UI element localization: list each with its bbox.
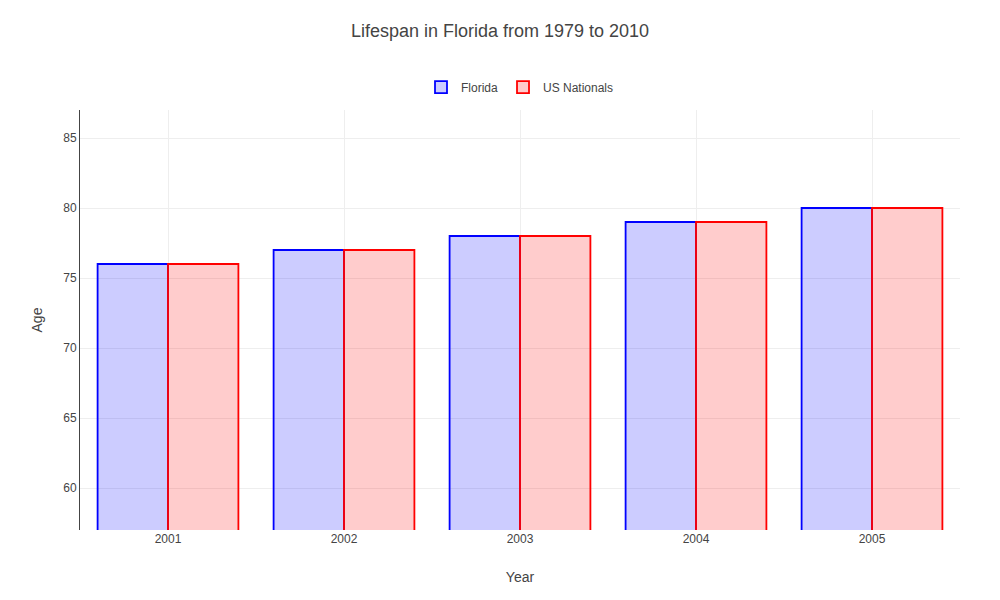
svg-text:60: 60 bbox=[63, 481, 77, 495]
svg-text:80: 80 bbox=[63, 201, 77, 215]
svg-text:Lifespan in Florida from 1979: Lifespan in Florida from 1979 to 2010 bbox=[351, 21, 649, 41]
svg-text:2003: 2003 bbox=[507, 532, 534, 546]
svg-text:Age: Age bbox=[29, 307, 45, 332]
svg-text:Florida: Florida bbox=[461, 81, 498, 95]
svg-text:2002: 2002 bbox=[331, 532, 358, 546]
svg-text:70: 70 bbox=[63, 341, 77, 355]
svg-text:Year: Year bbox=[506, 569, 535, 585]
svg-text:2004: 2004 bbox=[683, 532, 710, 546]
svg-text:US Nationals: US Nationals bbox=[543, 81, 613, 95]
svg-text:2001: 2001 bbox=[155, 532, 182, 546]
svg-text:2005: 2005 bbox=[859, 532, 886, 546]
svg-text:75: 75 bbox=[63, 271, 77, 285]
svg-text:65: 65 bbox=[63, 411, 77, 425]
svg-text:85: 85 bbox=[63, 131, 77, 145]
